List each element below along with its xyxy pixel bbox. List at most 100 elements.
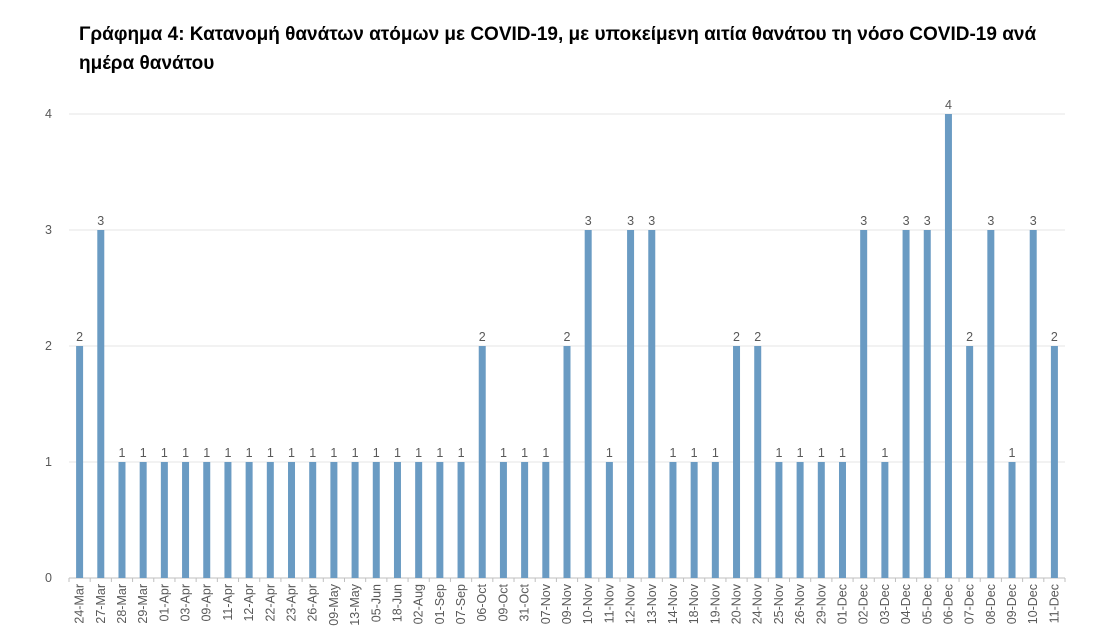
bar — [330, 462, 338, 578]
x-tick-label: 14-Nov — [666, 583, 680, 624]
bar — [139, 462, 147, 578]
data-label: 2 — [966, 330, 973, 344]
data-label: 1 — [500, 446, 507, 460]
bar — [542, 462, 550, 578]
x-tick-label: 06-Dec — [941, 584, 955, 624]
x-tick-label: 12-Apr — [242, 584, 256, 622]
x-tick-label: 06-Oct — [475, 583, 489, 621]
bar — [309, 462, 317, 578]
x-tick-label: 23-Apr — [285, 584, 299, 622]
y-tick-label: 2 — [45, 339, 52, 353]
data-label: 2 — [733, 330, 740, 344]
x-tick-label: 09-Oct — [496, 583, 510, 621]
x-tick-label: 28-Mar — [115, 584, 129, 624]
bar — [817, 462, 825, 578]
bar — [351, 462, 359, 578]
bar — [436, 462, 444, 578]
bar — [605, 462, 613, 578]
data-label: 1 — [309, 446, 316, 460]
x-tick-label: 26-Apr — [306, 584, 320, 622]
x-tick-label: 29-Mar — [136, 584, 150, 624]
data-label: 1 — [712, 446, 719, 460]
bar — [97, 230, 105, 578]
x-tick-label: 11-Apr — [221, 584, 235, 621]
bar — [182, 462, 190, 578]
data-label: 1 — [881, 446, 888, 460]
data-label: 2 — [754, 330, 761, 344]
bar — [478, 346, 486, 578]
data-label: 1 — [669, 446, 676, 460]
bar — [118, 462, 126, 578]
data-label: 3 — [97, 214, 104, 228]
data-label: 1 — [691, 446, 698, 460]
x-tick-label: 13-May — [348, 583, 362, 625]
x-tick-label: 18-Nov — [687, 583, 701, 624]
data-label: 1 — [161, 446, 168, 460]
y-tick-label: 3 — [45, 223, 52, 237]
x-tick-label: 12-Nov — [624, 583, 638, 624]
data-label: 1 — [267, 446, 274, 460]
x-tick-label: 24-Nov — [751, 583, 765, 624]
x-tick-label: 05-Dec — [920, 584, 934, 624]
data-label: 1 — [203, 446, 210, 460]
x-axis-ticks: 24-Mar 27-Mar 28-Mar 29-Mar 01-Apr 03-Apr 09-A… — [68, 578, 1066, 626]
bar — [393, 462, 401, 578]
x-tick-label: 09-Dec — [1005, 584, 1019, 624]
x-tick-label: 01-Dec — [835, 584, 849, 624]
bar — [372, 462, 380, 578]
bar — [987, 230, 995, 578]
bar — [733, 346, 741, 578]
bar — [944, 114, 952, 578]
bar — [860, 230, 868, 578]
bar — [648, 230, 656, 578]
data-label: 3 — [860, 214, 867, 228]
x-tick-label: 09-May — [327, 583, 341, 625]
data-label: 1 — [542, 446, 549, 460]
x-tick-label: 03-Dec — [878, 584, 892, 624]
bar — [266, 462, 274, 578]
data-label: 3 — [648, 214, 655, 228]
data-label: 1 — [288, 446, 295, 460]
data-label: 1 — [394, 446, 401, 460]
bar — [160, 462, 168, 578]
y-tick-label: 4 — [45, 107, 52, 121]
bar — [754, 346, 762, 578]
x-tick-label: 04-Dec — [899, 584, 913, 624]
data-label: 2 — [564, 330, 571, 344]
x-tick-label: 08-Dec — [984, 584, 998, 624]
x-tick-label: 18-Jun — [390, 584, 404, 622]
data-label: 3 — [585, 214, 592, 228]
x-tick-label: 09-Apr — [200, 584, 214, 622]
x-tick-label: 22-Apr — [263, 584, 277, 622]
bar — [923, 230, 931, 578]
bar — [203, 462, 211, 578]
bar — [627, 230, 635, 578]
x-tick-label: 09-Nov — [560, 583, 574, 624]
bar — [563, 346, 571, 578]
y-tick-label: 1 — [45, 455, 52, 469]
y-tick-label: 0 — [45, 571, 52, 585]
x-tick-label: 20-Nov — [730, 583, 744, 624]
bar — [669, 462, 677, 578]
x-tick-label: 01-Apr — [157, 584, 171, 622]
data-label: 1 — [775, 446, 782, 460]
x-tick-label: 24-Mar — [73, 584, 87, 624]
x-tick-label: 11-Nov — [602, 583, 616, 623]
bar — [245, 462, 253, 578]
bar — [1050, 346, 1058, 578]
bar — [1008, 462, 1016, 578]
chart-title: Γράφημα 4: Κατανομή θανάτων ατόμων με CO… — [79, 24, 1037, 74]
data-label: 2 — [479, 330, 486, 344]
data-label: 1 — [140, 446, 147, 460]
x-tick-label: 29-Nov — [814, 583, 828, 624]
bar — [966, 346, 974, 578]
bar — [415, 462, 423, 578]
bar — [1029, 230, 1037, 578]
x-tick-label: 26-Nov — [793, 583, 807, 624]
bar — [224, 462, 232, 578]
x-tick-label: 01-Sep — [433, 584, 447, 624]
bar — [902, 230, 910, 578]
bar — [499, 462, 507, 578]
